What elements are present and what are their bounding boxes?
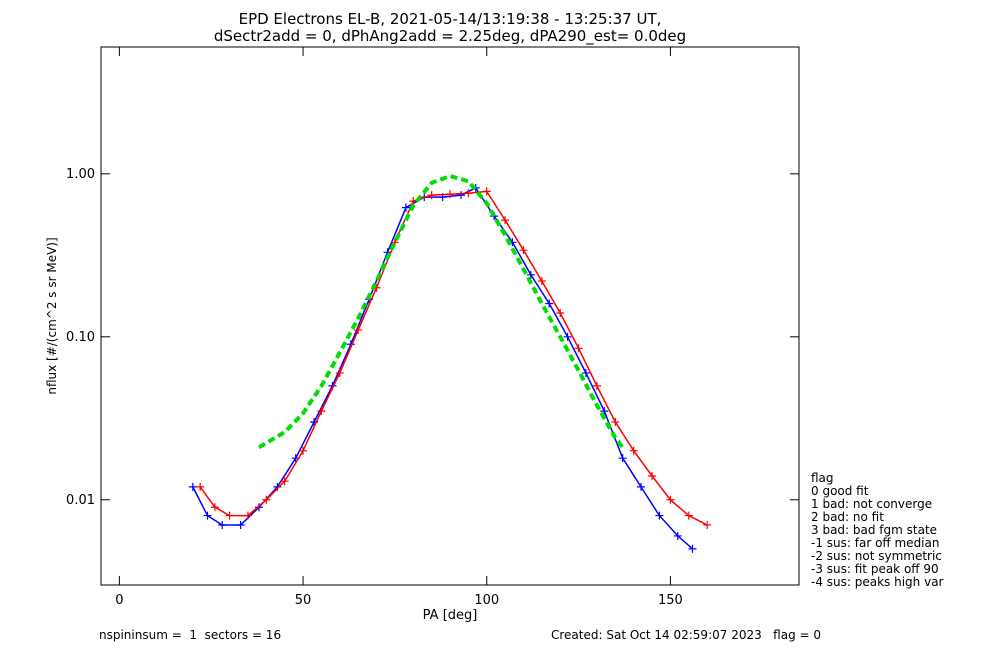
series-1-point-24 (629, 446, 638, 455)
series-1 (196, 187, 712, 530)
series-2-line (257, 173, 625, 450)
series-1-point-28 (703, 521, 712, 530)
series-0-point-23 (600, 407, 609, 416)
series-1-point-19 (537, 276, 546, 285)
legend-entry-0: 0 good fit (811, 484, 869, 498)
legend: 0 good fit 1 bad: not converge 2 bad: no… (811, 484, 944, 589)
legend-title: flag (811, 471, 834, 485)
y-tick-label-2: 1.00 (66, 167, 95, 182)
series-1-point-14 (446, 190, 454, 199)
legend-entry-4: -1 sus: far off median (811, 536, 939, 550)
series-0-point-21 (563, 332, 572, 341)
series-1-line (199, 190, 708, 526)
series-0-line (192, 186, 693, 550)
y-tick-label-0: 0.01 (66, 493, 95, 508)
legend-entry-3: 3 bad: bad fgm state (811, 523, 937, 537)
series-0-point-25 (637, 482, 646, 491)
axes-layer: 0 50 100 150 0.01 0.10 1.00 (66, 47, 799, 608)
y-axis-label: nflux [#/(cm^2 s sr MeV)] (45, 237, 59, 394)
series-1-point-0 (196, 482, 205, 491)
series-0-point-24 (618, 454, 627, 463)
series-0-point-20 (545, 299, 554, 308)
series-1-point-26 (666, 495, 675, 504)
x-axis-label: PA [deg] (423, 608, 478, 623)
series-1-point-22 (592, 381, 601, 390)
series-0 (188, 183, 697, 553)
series-1-point-25 (648, 471, 657, 480)
legend-entry-2: 2 bad: no fit (811, 510, 884, 524)
series-1-point-4 (262, 495, 271, 504)
series-1-point-15 (464, 189, 473, 198)
legend-entry-1: 1 bad: not converge (811, 497, 932, 511)
series-0-point-0 (188, 482, 197, 491)
series-1-point-9 (354, 326, 363, 335)
series-0-point-12 (401, 203, 410, 212)
series-0-point-27 (673, 531, 682, 540)
legend-entry-5: -2 sus: not symmetric (811, 549, 942, 563)
series-0-point-15 (457, 191, 466, 200)
legend-entry-7: -4 sus: peaks high var (811, 575, 944, 589)
x-tick-label-3: 150 (658, 593, 683, 608)
series-1-point-1 (210, 503, 219, 512)
series-1-point-17 (501, 216, 510, 225)
series-1-point-16 (482, 187, 491, 196)
marks-layer (188, 173, 712, 553)
series-1-point-6 (299, 446, 308, 455)
y-tick-label-1: 0.10 (66, 330, 95, 345)
series-1-point-2 (225, 511, 234, 520)
series-0-point-26 (655, 511, 664, 520)
series-0-point-3 (236, 521, 245, 530)
chart-title: EPD Electrons EL-B, 2021-05-14/13:19:38 … (239, 10, 662, 28)
series-1-point-27 (684, 511, 693, 520)
plot-frame (100, 46, 800, 586)
legend-entry-6: -3 sus: fit peak off 90 (811, 562, 939, 576)
footer-left: nspininsum = 1 sectors = 16 (99, 628, 281, 642)
series-2 (257, 173, 625, 450)
series-1-point-21 (574, 344, 583, 353)
series-0-point-28 (688, 544, 697, 553)
x-tick-label-2: 100 (474, 593, 499, 608)
series-1-point-7 (317, 407, 326, 416)
series-0-point-19 (526, 270, 535, 279)
series-1-point-20 (556, 308, 565, 317)
chart-subtitle: dSectr2add = 0, dPhAng2add = 2.25deg, dP… (214, 27, 686, 46)
series-1-point-8 (335, 368, 344, 377)
series-0-point-1 (203, 511, 212, 520)
series-1-point-3 (243, 511, 252, 520)
x-tick-label-0: 0 (115, 593, 123, 608)
series-0-point-2 (218, 521, 227, 530)
series-0-point-4 (254, 503, 263, 512)
series-0-point-22 (581, 368, 590, 377)
footer-right: Created: Sat Oct 14 02:59:07 2023 flag =… (551, 628, 821, 642)
series-1-point-13 (427, 191, 436, 200)
series-1-point-18 (519, 246, 528, 255)
x-tick-label-1: 50 (295, 593, 312, 608)
series-1-point-23 (611, 418, 620, 427)
series-1-point-5 (280, 477, 289, 486)
